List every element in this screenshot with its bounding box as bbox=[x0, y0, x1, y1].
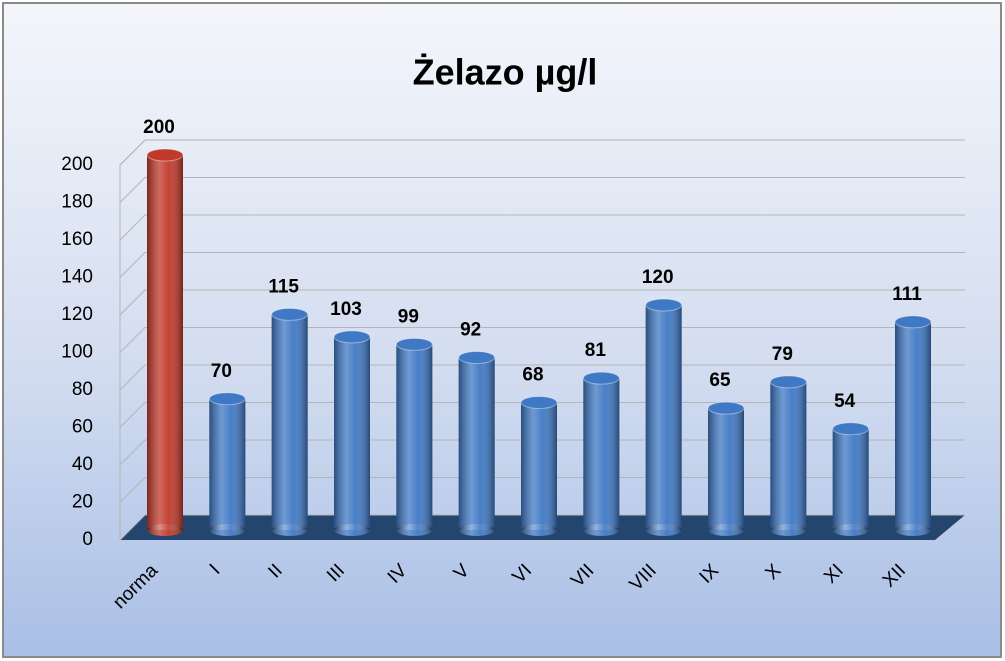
bar-top bbox=[458, 351, 496, 364]
value-label: 81 bbox=[585, 340, 607, 361]
bar-shade bbox=[521, 402, 557, 530]
bar-top bbox=[769, 375, 807, 389]
bar-shade bbox=[832, 428, 869, 530]
bar-base-shade bbox=[458, 524, 495, 536]
bar-top bbox=[645, 298, 683, 312]
y-tick-label: 140 bbox=[61, 267, 93, 288]
bar-base-shade bbox=[645, 524, 682, 536]
bar-base-shade bbox=[708, 524, 744, 536]
y-tick-label: 120 bbox=[61, 304, 93, 325]
value-label: 99 bbox=[398, 306, 419, 327]
grid-line-side bbox=[119, 514, 146, 541]
grid-line-side bbox=[119, 327, 146, 353]
y-tick-label: 100 bbox=[61, 342, 93, 363]
value-label: 200 bbox=[143, 117, 175, 138]
bar-shade bbox=[645, 305, 682, 530]
bar-shade bbox=[770, 381, 807, 530]
bar-top bbox=[271, 307, 309, 321]
y-tick-label: 60 bbox=[72, 417, 93, 438]
bar-shade bbox=[147, 155, 183, 530]
y-tick-label: 160 bbox=[61, 229, 93, 250]
bar-base-shade bbox=[583, 524, 620, 536]
value-label: 111 bbox=[892, 284, 922, 305]
value-label: 68 bbox=[522, 365, 543, 386]
bar-base-shade bbox=[832, 524, 869, 536]
bar-shade bbox=[583, 378, 620, 530]
value-label: 65 bbox=[709, 370, 731, 391]
bar-base-shade bbox=[396, 524, 433, 536]
grid-line-side bbox=[119, 177, 146, 203]
value-label: 115 bbox=[268, 276, 299, 297]
bar-shade bbox=[209, 398, 246, 530]
bar-top bbox=[582, 371, 620, 385]
bar-top bbox=[333, 330, 371, 344]
bar-base-shade bbox=[271, 524, 308, 536]
bar-base-shade bbox=[770, 524, 807, 536]
grid-line-side bbox=[119, 477, 146, 503]
y-tick-label: 200 bbox=[61, 154, 93, 175]
grid-line-side bbox=[119, 214, 146, 241]
value-label: 54 bbox=[834, 391, 856, 412]
grid-line-side bbox=[119, 402, 146, 428]
bar-base-shade bbox=[895, 524, 931, 536]
y-tick-label: 20 bbox=[72, 492, 93, 513]
bar-base-shade bbox=[521, 524, 557, 536]
bar-base-shade bbox=[334, 524, 370, 536]
value-label: 103 bbox=[330, 299, 362, 320]
bar-shade bbox=[458, 357, 495, 530]
y-tick-label: 180 bbox=[61, 192, 93, 213]
bar-shade bbox=[708, 408, 744, 530]
bar-shade bbox=[895, 321, 931, 530]
bar-shade bbox=[396, 344, 433, 530]
bar-top bbox=[894, 315, 932, 329]
chart-title: Żelazo µg/l bbox=[413, 52, 598, 93]
value-label: 120 bbox=[642, 267, 674, 288]
y-tick-label: 0 bbox=[82, 529, 93, 550]
bar-base-shade bbox=[209, 524, 246, 536]
value-label: 70 bbox=[211, 361, 232, 382]
bar-top bbox=[395, 337, 433, 351]
grid-line-side bbox=[119, 289, 146, 316]
grid-line-side bbox=[119, 139, 146, 166]
bar-shade bbox=[271, 314, 308, 530]
grid-line-side bbox=[119, 252, 146, 278]
grid-line-side bbox=[119, 364, 146, 391]
value-label: 79 bbox=[772, 344, 793, 365]
bar-base-shade bbox=[147, 524, 183, 536]
bar-shade bbox=[334, 336, 370, 530]
value-label: 92 bbox=[460, 320, 481, 341]
bar-top bbox=[208, 392, 246, 406]
bar-top bbox=[520, 396, 558, 409]
bar-top bbox=[707, 401, 745, 415]
y-tick-label: 80 bbox=[72, 379, 93, 400]
grid-line-side bbox=[119, 439, 146, 466]
bar-top bbox=[832, 422, 870, 436]
bar-top bbox=[146, 148, 184, 162]
y-tick-label: 40 bbox=[72, 454, 93, 475]
